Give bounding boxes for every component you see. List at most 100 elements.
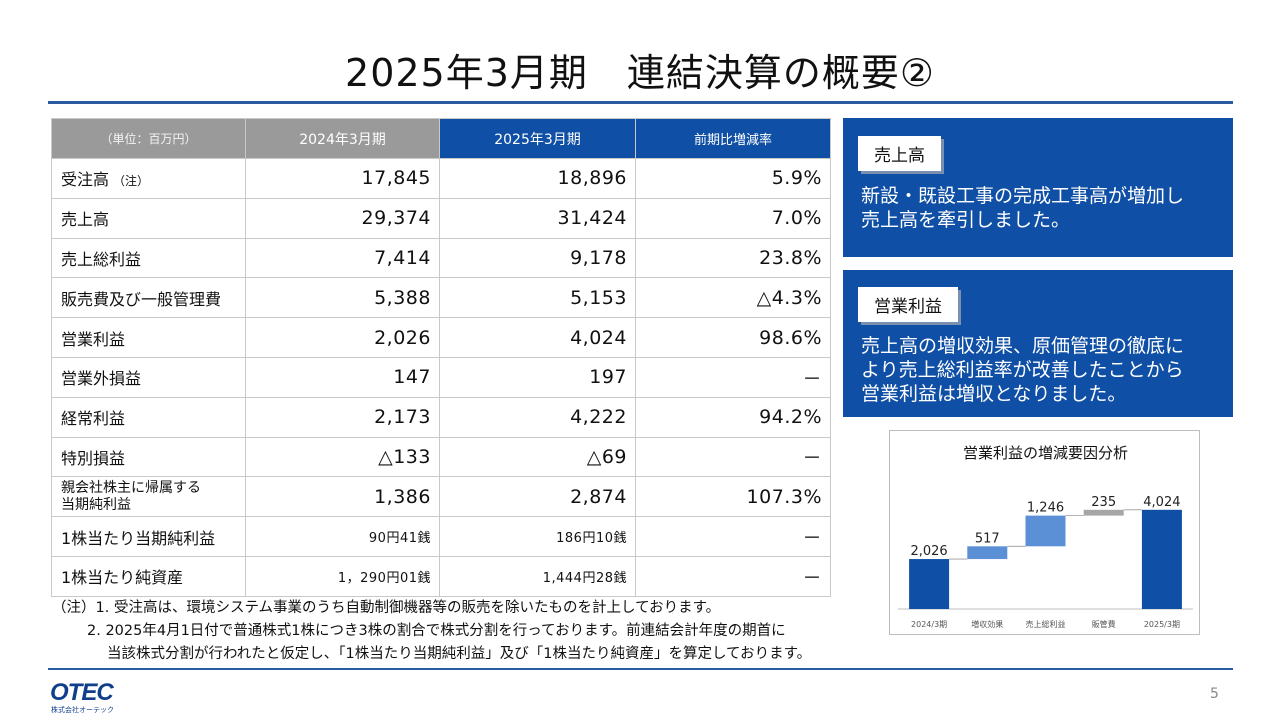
curr-value: 9,178	[439, 237, 636, 279]
header-change-rate: 前期比増減率	[635, 118, 831, 159]
chart-bar	[1141, 509, 1182, 609]
curr-value: 4,024	[439, 317, 636, 358]
page-number: 5	[1210, 686, 1219, 702]
prev-value: △133	[245, 436, 440, 478]
change-rate: 98.6%	[635, 317, 831, 358]
change-rate: 5.9%	[635, 158, 831, 199]
chart-category-label: 増収効果	[971, 619, 1003, 629]
row-label: 営業利益	[51, 317, 246, 358]
prev-value: 90円41銭	[245, 516, 440, 557]
row-label: 経常利益	[51, 396, 246, 438]
sales-text-line2: 売上高を牽引しました。	[861, 209, 1071, 231]
curr-value: 2,874	[439, 476, 636, 518]
prev-value: 1，290円01銭	[245, 555, 440, 597]
table-row: 営業外損益 147 197 －	[51, 356, 831, 398]
curr-value: 186円10銭	[439, 516, 636, 557]
change-rate: 94.2%	[635, 396, 831, 438]
chart-category-label: 2024/3期	[911, 620, 947, 629]
chart-bar	[1083, 509, 1124, 516]
footnote-2-cont: 当該株式分割が行われたと仮定し、「1株当たり当期純利益」及び「1株当たり純資産」…	[107, 646, 812, 662]
row-label: 販売費及び一般管理費	[51, 277, 246, 319]
prev-value: 17,845	[245, 158, 440, 199]
prev-value: 7,414	[245, 237, 440, 279]
operating-profit-text: 売上高の増収効果、原価管理の徹底に より売上総利益率が改善したことから 営業利益…	[861, 334, 1223, 406]
logo-subtitle: 株式会社オーテック	[51, 705, 114, 714]
sales-tag: 売上高	[858, 136, 941, 171]
row-label: 1株当たり純資産	[51, 555, 246, 597]
row-label: 親会社株主に帰属する 当期純利益	[51, 476, 246, 518]
chart-bar	[909, 559, 950, 609]
table-row: 親会社株主に帰属する 当期純利益 1,386 2,874 107.3%	[51, 476, 831, 518]
footnote-1: （注）1. 受注高は、環境システム事業のうち自動制御機器等の販売を除いたものを計…	[52, 600, 721, 616]
table-row: 受注高 （注） 17,845 18,896 5.9%	[51, 158, 831, 199]
chart-category-label: 2025/3期	[1144, 620, 1180, 629]
operating-profit-panel: 営業利益 売上高の増収効果、原価管理の徹底に より売上総利益率が改善したことから…	[843, 270, 1233, 417]
table-row: 経常利益 2,173 4,222 94.2%	[51, 396, 831, 438]
chart-category-label: 販管費	[1092, 619, 1116, 629]
table-row: 1株当たり純資産 1，290円01銭 1,444円28銭 －	[51, 555, 831, 597]
page-title: 2025年3月期 連結決算の概要②	[345, 51, 935, 95]
sales-text-line1: 新設・既設工事の完成工事高が増加し	[861, 185, 1185, 207]
prev-value: 1,386	[245, 476, 440, 518]
curr-value: 5,153	[439, 277, 636, 319]
table-row: 売上総利益 7,414 9,178 23.8%	[51, 237, 831, 279]
row-label-line2: 当期純利益	[61, 496, 131, 513]
change-rate: 107.3%	[635, 476, 831, 518]
chart-bar	[1025, 515, 1066, 547]
footnote-2: 2. 2025年4月1日付で普通株式1株につき3株の割合で株式分割を行っておりま…	[87, 623, 786, 639]
row-label-text: 受注高	[61, 170, 110, 190]
curr-value: 4,222	[439, 396, 636, 438]
change-rate: －	[635, 436, 831, 478]
footnotes: （注）1. 受注高は、環境システム事業のうち自動制御機器等の販売を除いたものを計…	[52, 597, 852, 666]
row-label: 売上総利益	[51, 237, 246, 279]
chart-svg: 営業利益の増減要因分析 2,026 2024/3期 517 増収効果 1,246 売上総利益…	[898, 444, 1193, 629]
change-rate: △4.3%	[635, 277, 831, 319]
table-row: 営業利益 2,026 4,024 98.6%	[51, 317, 831, 358]
table-header-row: （単位：百万円） 2024年3月期 2025年3月期 前期比増減率	[51, 118, 831, 159]
row-label-line1: 親会社株主に帰属する	[61, 479, 201, 496]
chart-title: 営業利益の増減要因分析	[963, 444, 1128, 462]
op-text-line1: 売上高の増収効果、原価管理の徹底に	[861, 335, 1185, 357]
prev-value: 147	[245, 356, 440, 398]
change-rate: 7.0%	[635, 197, 831, 239]
waterfall-chart: 営業利益の増減要因分析 2,026 2024/3期 517 増収効果 1,246 売上総利益…	[889, 430, 1200, 635]
prev-value: 29,374	[245, 197, 440, 239]
op-text-line2: より売上総利益率が改善したことから	[861, 359, 1184, 381]
header-unit: （単位：百万円）	[51, 118, 246, 159]
table-row: 特別損益 △133 △69 －	[51, 436, 831, 478]
title-rule	[48, 101, 1233, 104]
company-logo: OTEC 株式会社オーテック	[50, 679, 115, 714]
operating-profit-tag: 営業利益	[858, 287, 958, 322]
row-label: 受注高 （注）	[51, 158, 246, 199]
row-label: 特別損益	[51, 436, 246, 478]
sales-panel: 売上高 新設・既設工事の完成工事高が増加し 売上高を牽引しました。	[843, 118, 1233, 257]
table-row: 販売費及び一般管理費 5,388 5,153 △4.3%	[51, 277, 831, 319]
curr-value: 18,896	[439, 158, 636, 199]
prev-value: 2,026	[245, 317, 440, 358]
footer-rule	[48, 668, 1233, 670]
row-label: 1株当たり当期純利益	[51, 516, 246, 557]
note-marker: （注）	[113, 174, 150, 189]
chart-data-label: 1,246	[1027, 501, 1064, 516]
header-fy2024: 2024年3月期	[245, 118, 440, 159]
chart-data-label: 2,026	[910, 544, 947, 559]
prev-value: 5,388	[245, 277, 440, 319]
chart-data-label: 517	[975, 531, 1000, 546]
curr-value: 1,444円28銭	[439, 555, 636, 597]
row-label: 営業外損益	[51, 356, 246, 398]
curr-value: 31,424	[439, 197, 636, 239]
table-row: 売上高 29,374 31,424 7.0%	[51, 197, 831, 239]
sales-text: 新設・既設工事の完成工事高が増加し 売上高を牽引しました。	[861, 184, 1223, 232]
change-rate: －	[635, 555, 831, 597]
change-rate: 23.8%	[635, 237, 831, 279]
prev-value: 2,173	[245, 396, 440, 438]
header-fy2025: 2025年3月期	[439, 118, 636, 159]
curr-value: △69	[439, 436, 636, 478]
table-row: 1株当たり当期純利益 90円41銭 186円10銭 －	[51, 516, 831, 557]
change-rate: －	[635, 356, 831, 398]
chart-data-label: 4,024	[1143, 495, 1180, 510]
logo-mark: OTEC	[50, 679, 114, 706]
row-label: 売上高	[51, 197, 246, 239]
chart-category-label: 売上総利益	[1026, 619, 1066, 629]
chart-data-label: 235	[1091, 495, 1116, 510]
